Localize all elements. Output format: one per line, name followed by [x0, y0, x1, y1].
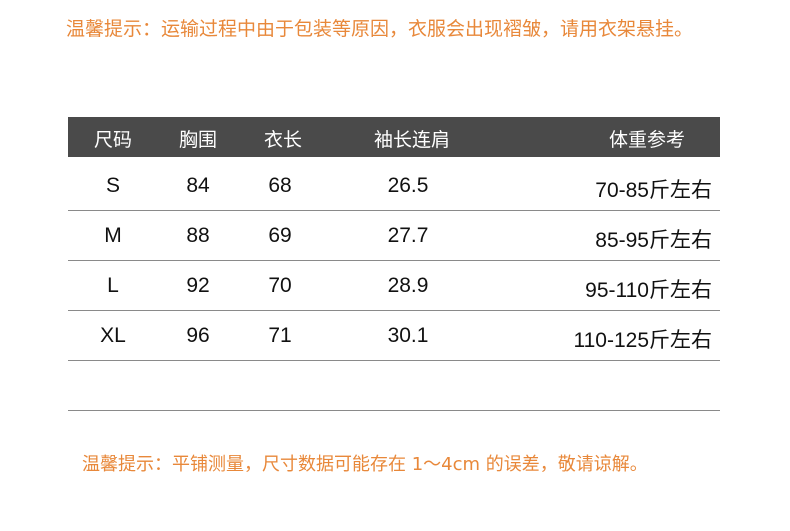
cell-size: L	[107, 274, 119, 297]
header-length: 衣长	[263, 129, 303, 151]
cell-weight: 70-85斤左右	[595, 179, 712, 202]
table-header: 尺码 胸围 衣长 袖长连肩 体重参考	[68, 117, 720, 157]
cell-chest: 96	[186, 324, 210, 347]
cell-sleeve: 27.7	[387, 224, 429, 247]
cell-length: 69	[268, 224, 292, 247]
table-row: L 92 70 28.9 95-110斤左右	[68, 260, 720, 311]
cell-length: 70	[268, 274, 292, 297]
cell-length: 71	[268, 324, 292, 347]
header-weight: 体重参考	[608, 129, 686, 151]
header-chest: 胸围	[178, 129, 218, 151]
table-row: XL 96 71 30.1 110-125斤左右	[68, 310, 720, 361]
cell-chest: 84	[186, 174, 210, 197]
table-row: M 88 69 27.7 85-95斤左右	[68, 210, 720, 261]
cell-sleeve: 26.5	[387, 174, 429, 197]
notice-top: 温馨提示：运输过程中由于包装等原因，衣服会出现褶皱，请用衣架悬挂。	[66, 18, 694, 40]
header-size: 尺码	[93, 129, 133, 151]
cell-size: XL	[100, 324, 126, 347]
cell-chest: 88	[186, 224, 210, 247]
table-row-empty	[68, 360, 720, 411]
header-sleeve: 袖长连肩	[373, 129, 451, 151]
cell-weight: 85-95斤左右	[595, 229, 712, 252]
table-row: S 84 68 26.5 70-85斤左右	[68, 160, 720, 211]
cell-sleeve: 30.1	[387, 324, 429, 347]
cell-length: 68	[268, 174, 292, 197]
cell-size: M	[104, 224, 122, 247]
cell-weight: 110-125斤左右	[573, 329, 712, 352]
notice-bottom: 温馨提示：平铺测量，尺寸数据可能存在 1～4cm 的误差，敬请谅解。	[82, 454, 648, 475]
cell-chest: 92	[186, 274, 210, 297]
cell-sleeve: 28.9	[387, 274, 429, 297]
cell-weight: 95-110斤左右	[585, 279, 712, 302]
cell-size: S	[105, 174, 121, 197]
